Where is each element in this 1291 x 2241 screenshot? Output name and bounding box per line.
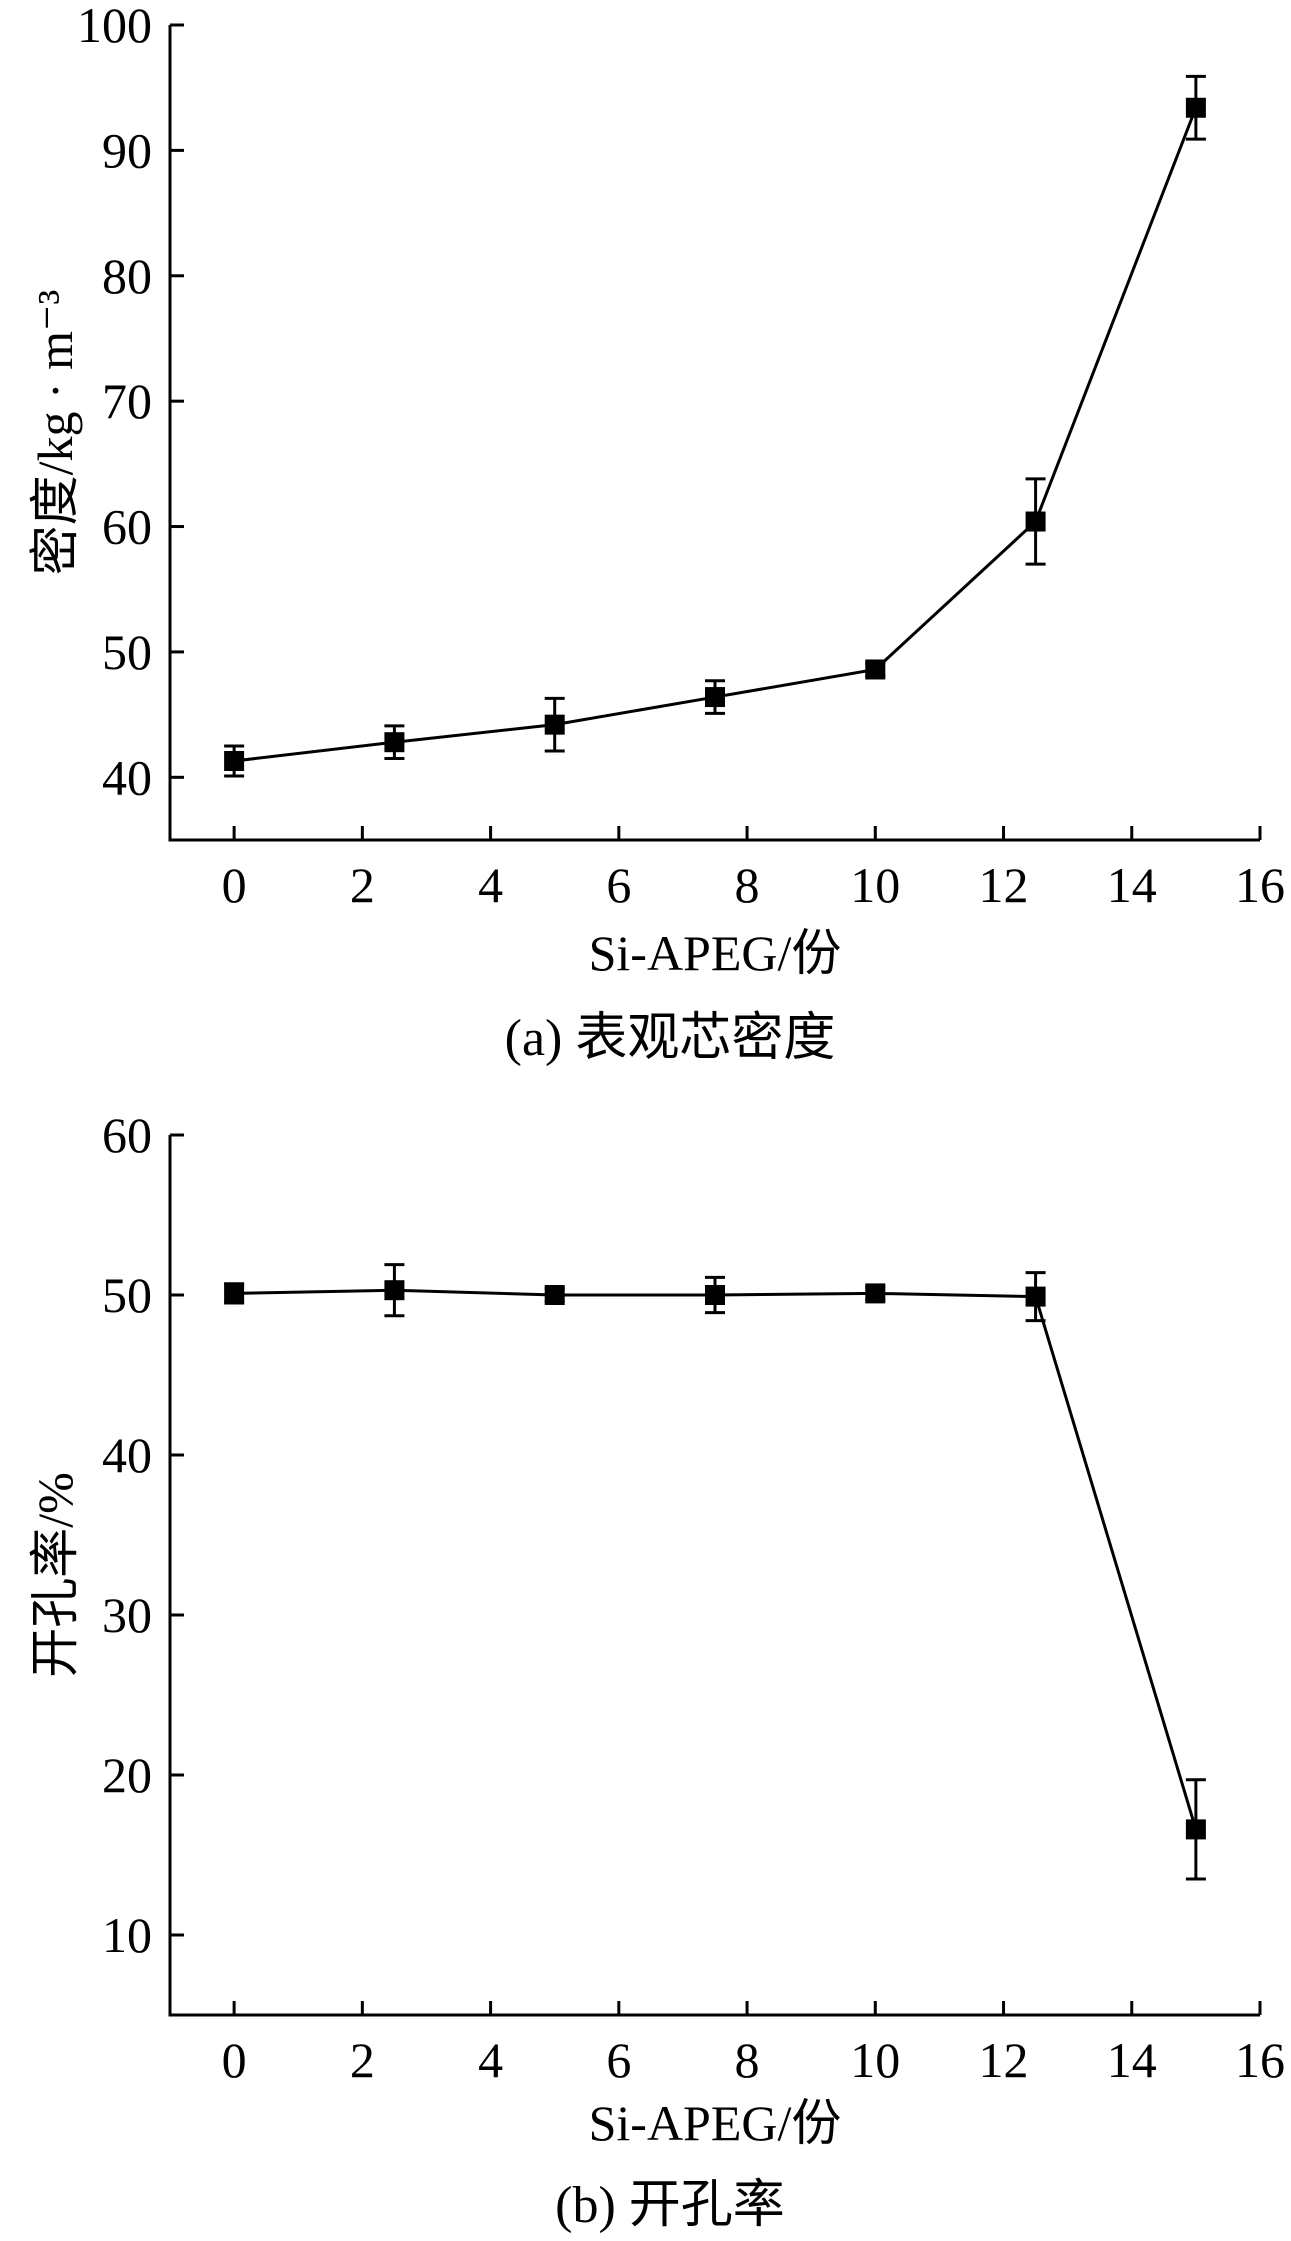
chart-b-ytick-label: 40 [102,1427,152,1483]
chart-a-xlabel: Si-APEG/份 [589,925,842,981]
chart-a-xtick-label: 16 [1235,857,1285,913]
chart-b-data-point [384,1280,405,1301]
chart-a-data-point [1025,511,1046,532]
chart-a-xtick-label: 14 [1107,857,1157,913]
chart-a-xtick-label: 12 [979,857,1029,913]
chart-a-ytick-label: 80 [102,248,152,304]
chart-a-data-point [384,732,405,753]
chart-b-xtick-label: 16 [1235,2032,1285,2088]
chart-b-ylabel: 开孔率/% [27,1472,83,1678]
chart-a-xtick-label: 6 [606,857,631,913]
chart-b-data-point [705,1285,725,1305]
chart-a-ytick-label: 40 [102,749,152,805]
chart-b-xtick-label: 14 [1107,2032,1157,2088]
chart-b-data-point [1185,1819,1206,1840]
chart-a-xtick-label: 0 [222,857,247,913]
chart-a-ylabel: 密度/kg · m⁻³ [27,290,83,576]
chart-a-axes [168,25,1260,842]
chart-b-xtick-label: 4 [478,2032,503,2088]
chart-b-ytick-label: 10 [102,1907,152,1963]
chart-a-xtick-label: 2 [350,857,375,913]
chart-a-ytick-label: 90 [102,122,152,178]
chart-b-caption: (b) 开孔率 [555,2177,785,2234]
chart-b-xtick-label: 12 [979,2032,1029,2088]
chart-a-ytick-label: 70 [102,373,152,429]
chart-b-xtick-label: 8 [735,2032,760,2088]
chart-a-xtick-label: 10 [850,857,900,913]
chart-b-xtick-label: 0 [222,2032,247,2088]
chart-b: 0 2 4 6 8 10 12 14 16 10 20 30 40 50 60 Si-APEG/份 开孔率/… [27,1107,1285,2234]
chart-b-ytick-label: 30 [102,1587,152,1643]
chart-b-series [224,1263,1206,1881]
chart-a-data-point [224,751,245,772]
chart-b-xtick-label: 2 [350,2032,375,2088]
chart-a-series [224,74,1206,778]
chart-b-ytick-label: 50 [102,1267,152,1323]
chart-a-data-point [705,687,725,708]
chart-b-data-point [544,1285,565,1305]
chart-a-ticks: 0 2 4 6 8 10 12 14 16 40 50 60 70 80 90 100 [77,0,1285,913]
chart-a-xtick-label: 8 [735,857,760,913]
chart-b-axes [168,1135,1260,2017]
chart-a-ytick-label: 60 [102,499,152,555]
chart-b-xtick-label: 6 [606,2032,631,2088]
chart-a-data-point [1185,97,1206,118]
chart-b-ytick-label: 20 [102,1747,152,1803]
chart-b-data-point [1025,1286,1046,1307]
chart-b-data-point [865,1283,886,1304]
chart-a-xtick-label: 4 [478,857,503,913]
chart-a-ytick-label: 100 [77,0,152,53]
chart-a-ytick-label: 50 [102,624,152,680]
chart-b-xlabel: Si-APEG/份 [589,2095,842,2151]
chart-b-ticks: 0 2 4 6 8 10 12 14 16 10 20 30 40 50 60 [102,1107,1285,2088]
chart-a-caption: (a) 表观芯密度 [505,1010,836,1067]
chart-a-data-point [544,714,565,735]
chart-a: 0 2 4 6 8 10 12 14 16 40 50 60 70 80 90 100 Si-APEG/份 密… [27,0,1285,1067]
chart-b-xtick-label: 10 [850,2032,900,2088]
chart-a-series-line [233,107,1198,763]
chart-b-series-line [234,1288,1198,1830]
chart-a-data-point [865,659,886,680]
chart-b-data-point [224,1283,245,1304]
chart-b-ytick-label: 60 [102,1107,152,1163]
